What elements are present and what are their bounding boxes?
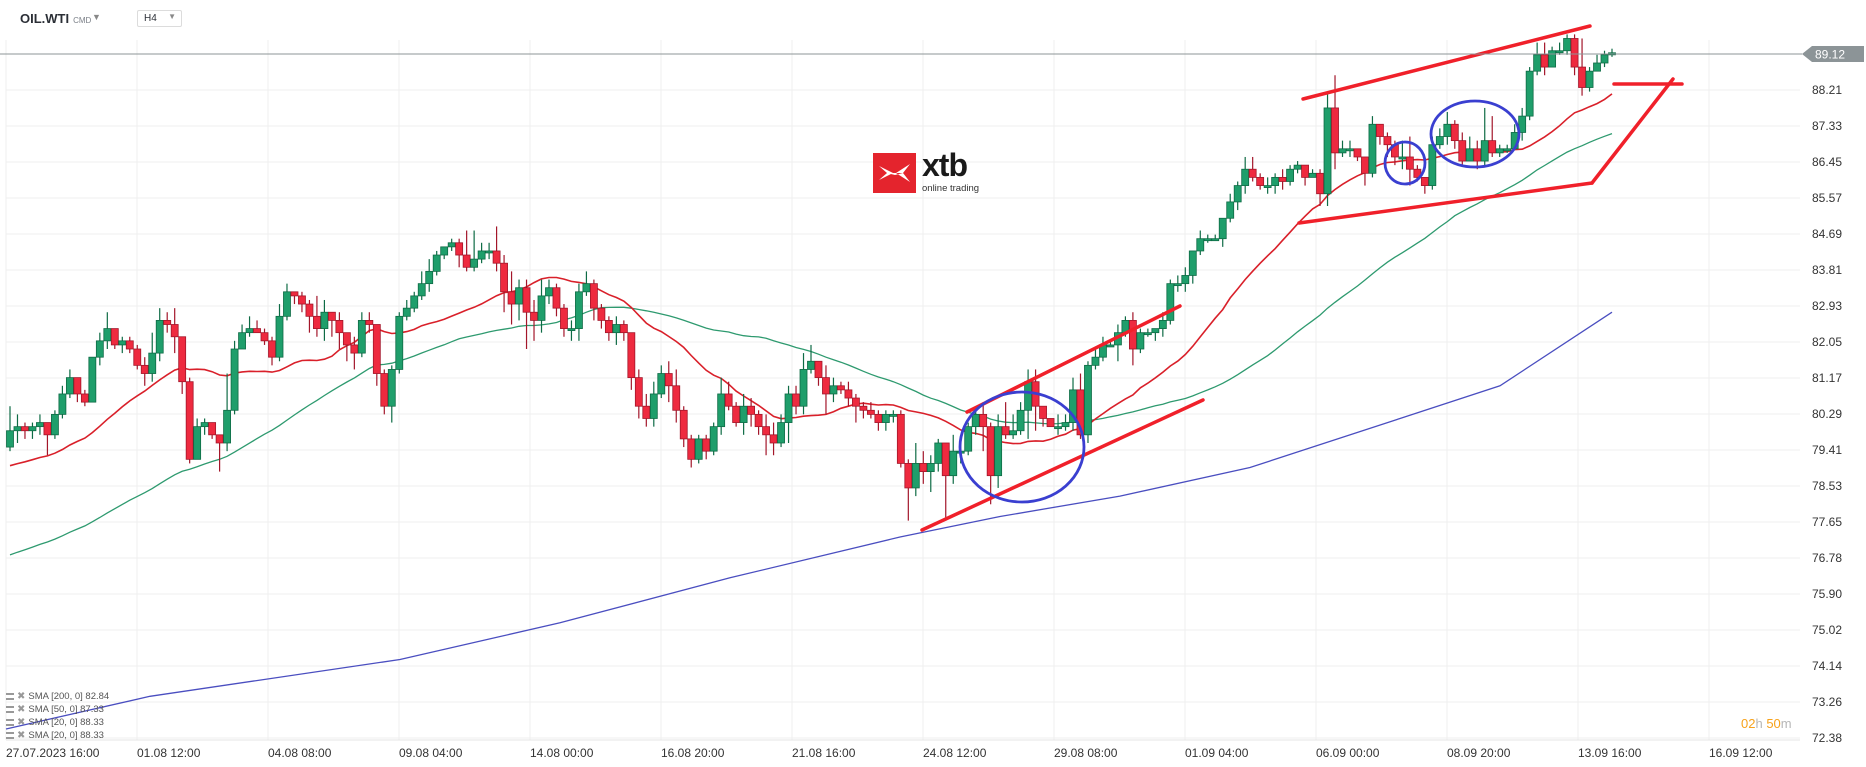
legend-label: SMA [20, 0] 88.33 xyxy=(28,716,104,728)
legend-item[interactable]: ✖ SMA [20, 0] 88.33 xyxy=(6,729,109,742)
legend-item[interactable]: ✖ SMA [20, 0] 88.33 xyxy=(6,716,109,729)
symbol-type: CMD xyxy=(73,16,92,25)
legend-item[interactable]: ✖ SMA [50, 0] 87.33 xyxy=(6,703,109,716)
time-tick-label: 01.08 12:00 xyxy=(137,746,201,760)
drawing-annotations[interactable] xyxy=(920,24,1684,532)
sma50-line xyxy=(9,132,1613,556)
price-tick-label: 75.02 xyxy=(1812,623,1842,637)
close-icon[interactable]: ✖ xyxy=(17,703,26,715)
time-axis[interactable]: 27.07.2023 16:00 01.08 12:00 04.08 08:00 09… xyxy=(6,746,1773,760)
logo-tagline: online trading xyxy=(922,183,980,194)
price-tick-label: 86.45 xyxy=(1812,155,1842,169)
indicator-legend: ✖ SMA [200, 0] 82.84 ✖ SMA [50, 0] 87.33 ✖… xyxy=(6,690,109,742)
timeframe-value: H4 xyxy=(144,13,157,24)
price-tick-label: 82.05 xyxy=(1812,335,1842,349)
time-tick-label: 01.09 04:00 xyxy=(1185,746,1249,760)
time-tick-label: 06.09 00:00 xyxy=(1316,746,1380,760)
time-tick-label: 04.08 08:00 xyxy=(268,746,332,760)
symbol-dropdown-caret-icon[interactable]: ▼ xyxy=(92,12,101,22)
countdown-hours: 02 xyxy=(1741,716,1756,731)
price-tick-label: 77.65 xyxy=(1812,515,1842,529)
time-tick-label: 27.07.2023 16:00 xyxy=(6,746,100,760)
time-tick-label: 29.08 08:00 xyxy=(1054,746,1118,760)
legend-label: SMA [50, 0] 87.33 xyxy=(28,703,104,715)
time-tick-label: 13.09 16:00 xyxy=(1578,746,1642,760)
xtb-logo-mark-icon xyxy=(873,153,916,193)
countdown-minutes-unit: m xyxy=(1780,716,1792,731)
price-tick-label: 76.78 xyxy=(1812,551,1842,565)
highlight-ellipse-1[interactable] xyxy=(958,390,1086,504)
sma200-line xyxy=(5,311,1613,730)
legend-item[interactable]: ✖ SMA [200, 0] 82.84 xyxy=(6,690,109,703)
price-tick-label: 82.93 xyxy=(1812,299,1842,313)
time-tick-label: 21.08 16:00 xyxy=(792,746,856,760)
settings-icon[interactable] xyxy=(6,693,14,700)
time-tick-label: 09.08 04:00 xyxy=(399,746,463,760)
time-tick-label: 16.09 12:00 xyxy=(1709,746,1773,760)
symbol-name: OIL.WTI xyxy=(20,11,70,26)
trendline-upper-2[interactable] xyxy=(1301,24,1592,101)
legend-label: SMA [200, 0] 82.84 xyxy=(28,690,110,702)
logo-brand: xtb xyxy=(922,147,968,183)
time-tick-label: 08.09 20:00 xyxy=(1447,746,1511,760)
price-tick-label: 73.26 xyxy=(1812,695,1842,709)
time-tick-label: 16.08 20:00 xyxy=(661,746,725,760)
highlight-ellipse-3[interactable] xyxy=(1429,99,1521,169)
price-tick-label: 84.69 xyxy=(1812,227,1842,241)
price-tick-label: 81.17 xyxy=(1812,371,1842,385)
settings-icon[interactable] xyxy=(6,719,14,726)
trendline-lower-2[interactable] xyxy=(1297,181,1594,225)
candlestick-series xyxy=(6,34,1616,521)
price-tick-label: 74.14 xyxy=(1812,659,1842,673)
time-tick-label: 24.08 12:00 xyxy=(923,746,987,760)
price-tick-label: 72.38 xyxy=(1812,731,1842,745)
current-price-line: 89.12 xyxy=(0,46,1864,62)
chart-grid xyxy=(5,40,1800,741)
price-axis[interactable]: 88.21 87.33 86.45 85.57 84.69 83.81 82.93 82.05… xyxy=(1812,83,1842,745)
current-price-label: 89.12 xyxy=(1815,48,1845,62)
legend-label: SMA [20, 0] 88.33 xyxy=(28,729,104,741)
trendline-lower-1[interactable] xyxy=(920,398,1205,532)
price-tag xyxy=(1802,46,1864,62)
countdown-minutes: 50 xyxy=(1766,716,1781,731)
highlight-ellipse-2[interactable] xyxy=(1383,140,1427,186)
settings-icon[interactable] xyxy=(6,732,14,739)
price-tick-label: 79.41 xyxy=(1812,443,1842,457)
candle-countdown: 02h 50m xyxy=(1741,716,1792,731)
countdown-hours-unit: h xyxy=(1755,716,1763,731)
chevron-down-icon: ▼ xyxy=(168,12,176,21)
close-icon[interactable]: ✖ xyxy=(17,716,26,728)
price-tick-label: 78.53 xyxy=(1812,479,1842,493)
timeframe-select[interactable]: H4 ▼ xyxy=(137,10,182,27)
price-tick-label: 80.29 xyxy=(1812,407,1842,421)
trendline-lower-2-ext[interactable] xyxy=(1590,77,1675,185)
close-icon[interactable]: ✖ xyxy=(17,690,26,702)
price-tick-label: 83.81 xyxy=(1812,263,1842,277)
price-tick-label: 75.90 xyxy=(1812,587,1842,601)
chart-header: OIL.WTI CMD ▼ H4 ▼ xyxy=(0,0,1866,40)
price-tick-label: 88.21 xyxy=(1812,83,1842,97)
settings-icon[interactable] xyxy=(6,706,14,713)
time-tick-label: 14.08 00:00 xyxy=(530,746,594,760)
price-tick-label: 87.33 xyxy=(1812,119,1842,133)
price-tick-label: 85.57 xyxy=(1812,191,1842,205)
sma20-line xyxy=(9,93,1613,467)
symbol-selector[interactable]: OIL.WTI CMD xyxy=(20,11,91,26)
close-icon[interactable]: ✖ xyxy=(17,729,26,741)
